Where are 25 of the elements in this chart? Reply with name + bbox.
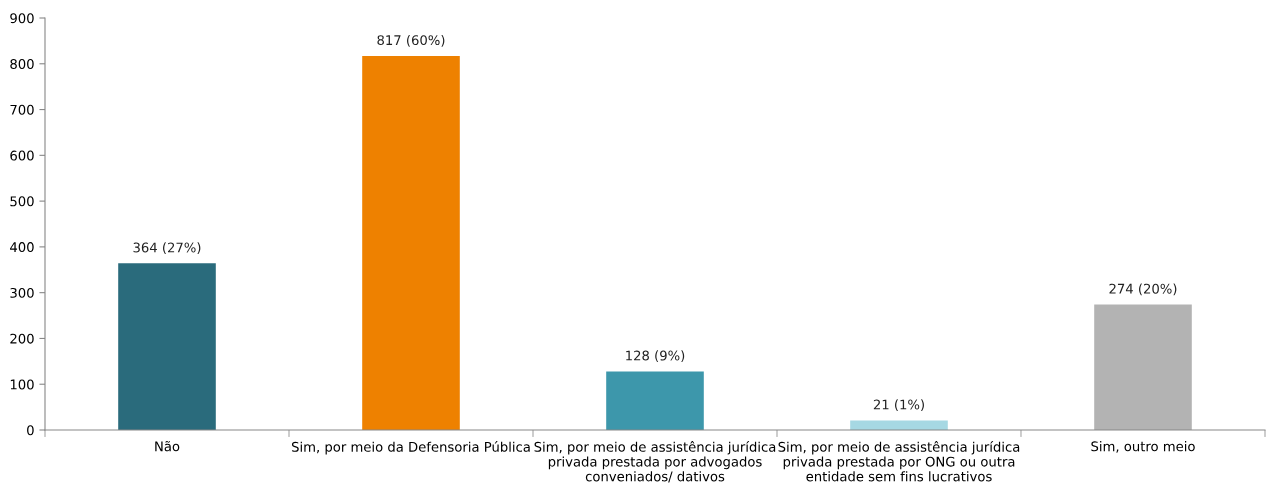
data-label: 817 (60%) xyxy=(377,34,445,47)
y-tick-label: 900 xyxy=(10,13,34,24)
bar xyxy=(606,371,704,430)
bar xyxy=(118,263,216,430)
x-tick-label: Sim, outro meio xyxy=(1091,441,1195,453)
y-tick-label: 400 xyxy=(10,242,34,253)
y-tick-label: 100 xyxy=(10,379,34,390)
y-tick-label: 700 xyxy=(10,104,34,115)
data-label: 364 (27%) xyxy=(133,242,201,255)
bar xyxy=(1094,304,1192,430)
bar xyxy=(850,420,948,430)
data-label: 21 (1%) xyxy=(873,399,924,412)
data-label: 274 (20%) xyxy=(1109,283,1177,296)
y-tick-label: 800 xyxy=(10,59,34,69)
x-tick-label: Sim, por meio de assistência jurídica privada prestada por advogados conveniados/ dativos xyxy=(534,441,776,483)
y-tick-label: 500 xyxy=(10,196,34,207)
data-label: 128 (9%) xyxy=(626,350,685,363)
y-tick-label: 200 xyxy=(10,333,34,344)
x-tick-label: Não xyxy=(155,440,180,452)
bar xyxy=(362,56,460,430)
y-tick-label: 0 xyxy=(27,425,34,436)
y-tick-label: 600 xyxy=(10,150,34,161)
y-tick-label: 300 xyxy=(10,287,34,298)
x-tick-label: Sim, por meio de assistência jurídica privada prestada por ONG ou outra entidade sem fins lucrativos xyxy=(778,441,1020,482)
x-tick-label: Sim, por meio da Defensoria Pública xyxy=(291,441,530,455)
